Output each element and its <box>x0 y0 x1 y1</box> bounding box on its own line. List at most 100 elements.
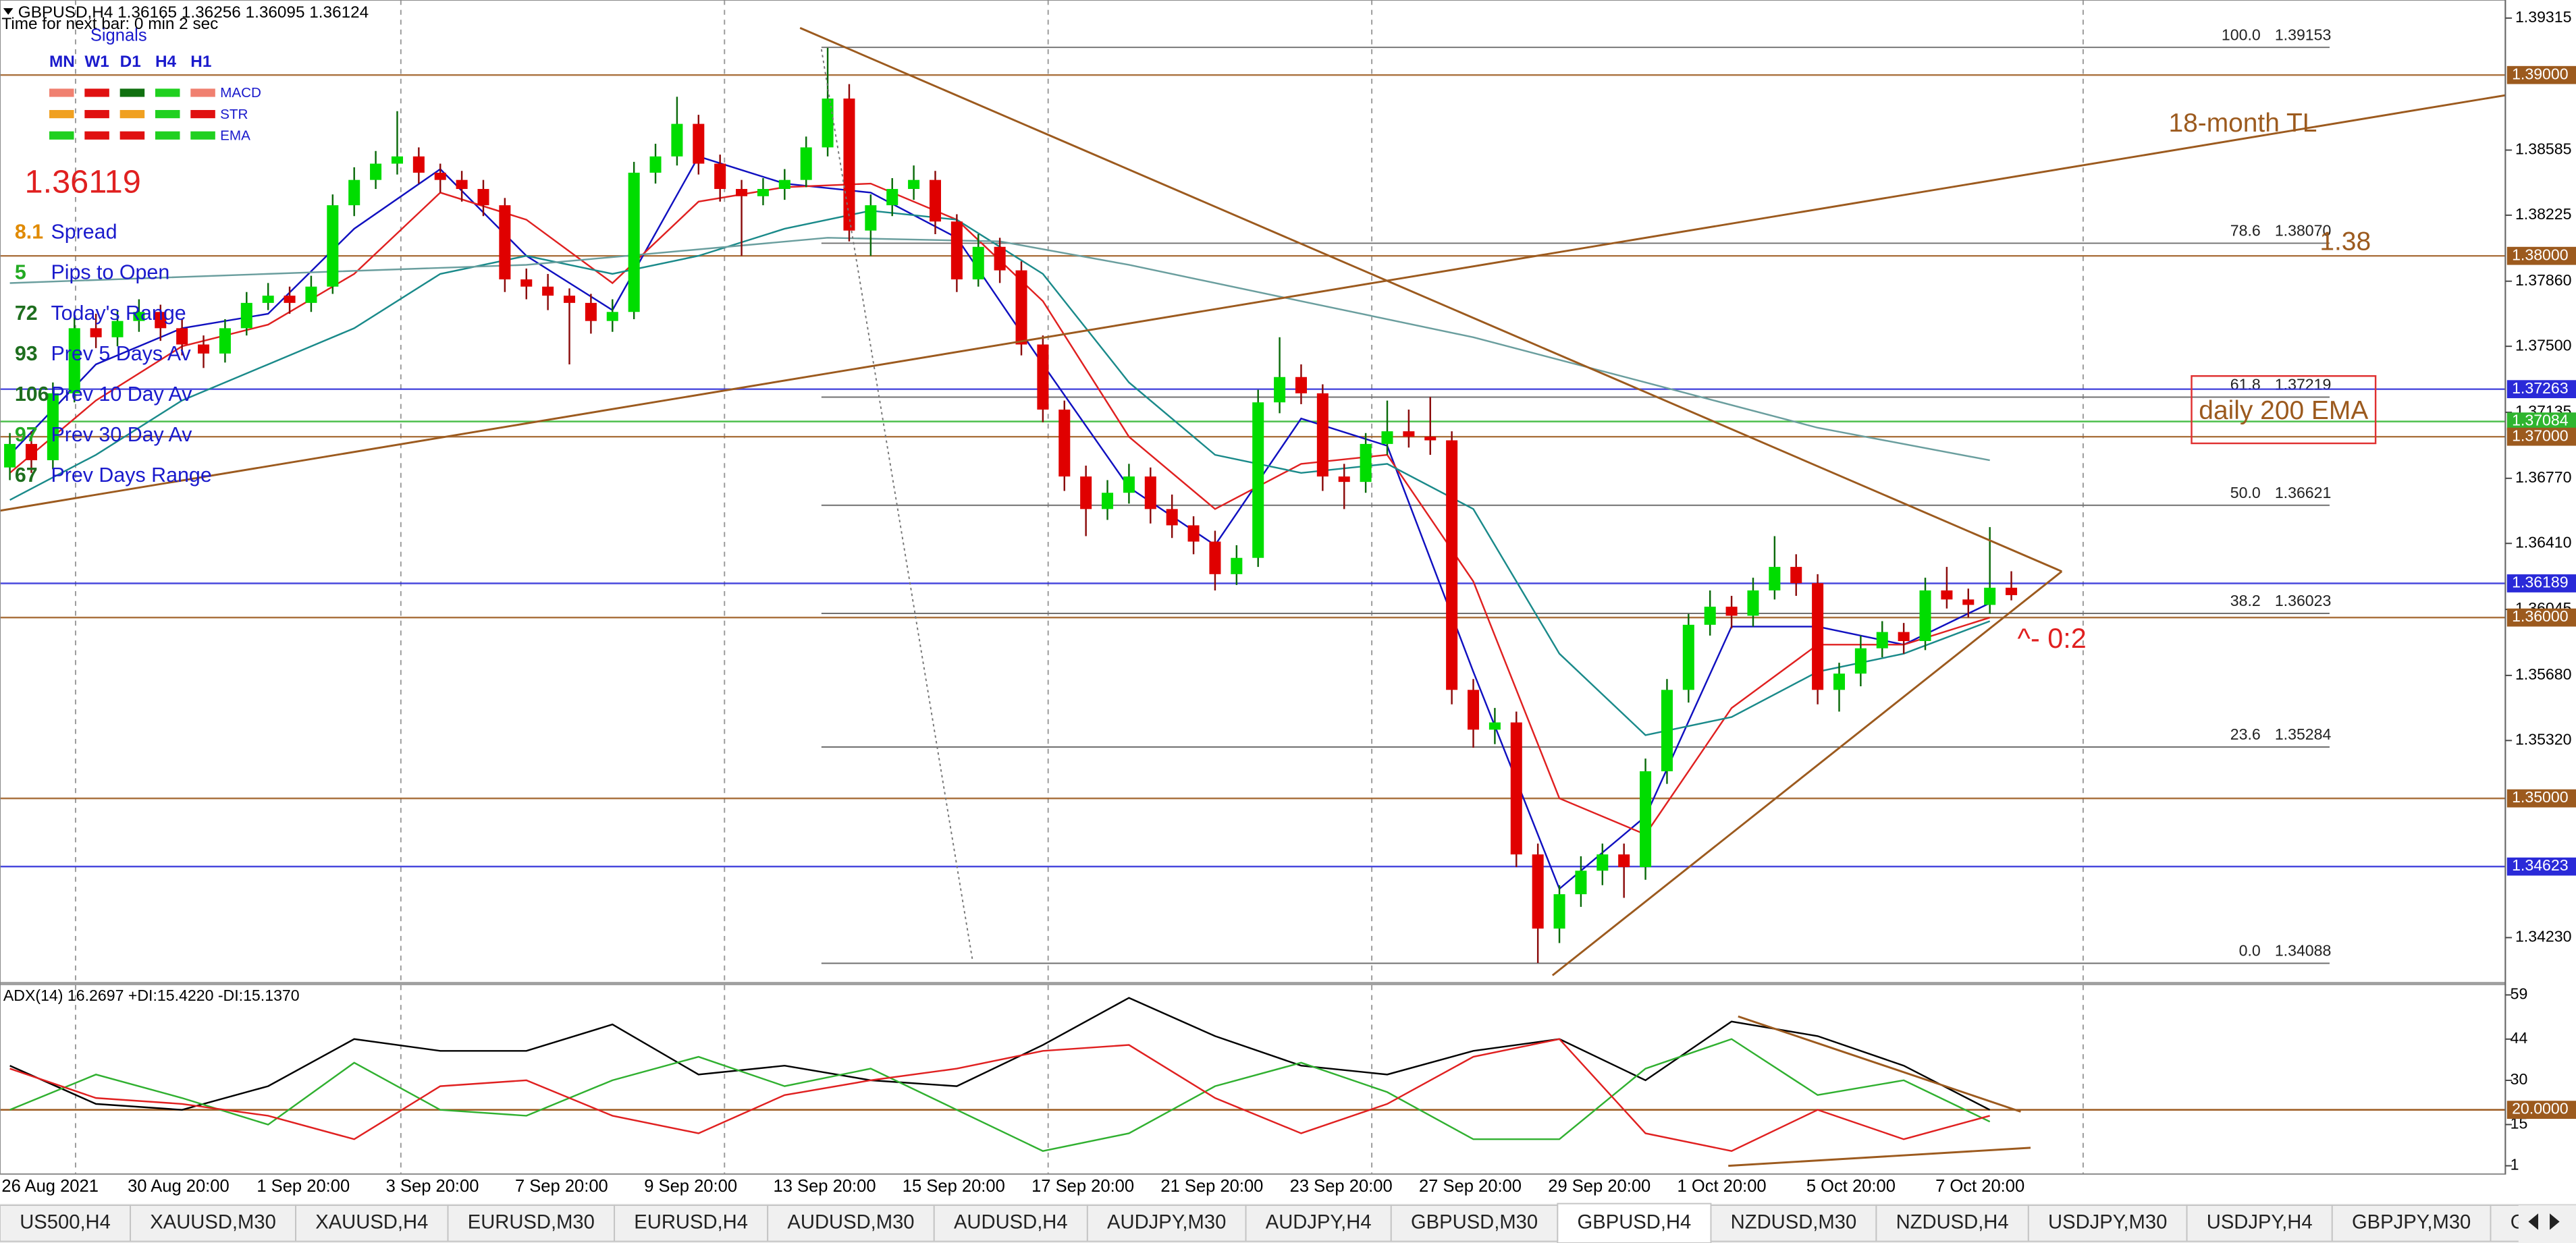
candle-body <box>822 99 834 148</box>
tab[interactable] <box>130 1205 297 1242</box>
tab[interactable] <box>447 1205 616 1242</box>
signal-name: MACD <box>220 85 261 101</box>
tab-label[interactable]: EURUSD,H4 <box>634 1212 748 1234</box>
y-tick-label: 59 <box>2511 985 2528 1002</box>
price-label: 1.37000 <box>2512 426 2569 444</box>
fib-ratio: 50.0 <box>2230 484 2261 501</box>
price-axis-bg <box>2506 0 2576 1204</box>
timeframe-label: H4 <box>155 53 177 71</box>
tab[interactable] <box>933 1205 1088 1242</box>
tab-label[interactable]: EURUSD,M30 <box>468 1212 595 1234</box>
candle-body <box>284 296 296 303</box>
tab-label[interactable]: USDJPY,M30 <box>2048 1212 2167 1234</box>
price-label-bg <box>2506 427 2576 446</box>
scroll-right[interactable] <box>2550 1213 2560 1230</box>
tab[interactable] <box>0 1205 132 1242</box>
tab[interactable] <box>767 1205 935 1242</box>
candle-body <box>950 221 963 280</box>
annotation: 18-month TL <box>2168 109 2317 138</box>
info-value: 106 <box>15 383 49 406</box>
candle-body <box>886 189 898 206</box>
trend-line <box>0 94 2506 512</box>
candle-body <box>1640 771 1652 867</box>
candle-body <box>1575 871 1587 895</box>
signal-cell <box>49 110 74 119</box>
tab[interactable] <box>2331 1205 2492 1242</box>
tab-label[interactable]: GBPUSD,M30 <box>1411 1212 1538 1234</box>
candle-body <box>456 179 468 190</box>
info-value: 5 <box>15 261 26 284</box>
candle-body <box>348 179 360 206</box>
tab-label[interactable]: AUDUSD,H4 <box>954 1212 1068 1234</box>
price-label: 1.36189 <box>2512 574 2569 591</box>
tab-label[interactable]: XAUUSD,H4 <box>315 1212 428 1234</box>
candle-body <box>1360 443 1372 482</box>
info-label: Spread <box>51 221 117 244</box>
x-tick-label: 27 Sep 20:00 <box>1419 1177 1522 1196</box>
candle-body <box>628 172 640 312</box>
tab-label[interactable]: GBPJPY,M30 <box>2352 1212 2471 1234</box>
info-label: Prev 30 Day Av <box>51 423 192 446</box>
signal-cell <box>119 110 145 119</box>
tab-label[interactable]: US500,H4 <box>20 1212 111 1234</box>
tab[interactable] <box>2186 1205 2333 1242</box>
candle-body <box>714 163 726 190</box>
tab-label[interactable]: XAUUSD,M30 <box>150 1212 276 1234</box>
info-panel: MN W1 D1 H4 H1 MACD STR EMA 8.1 Spread 5 Pips to Op… <box>15 53 261 487</box>
signal-cell <box>119 88 145 97</box>
info-value: 93 <box>15 342 38 365</box>
collapse-arrow <box>3 8 14 15</box>
tab[interactable] <box>1245 1205 1392 1242</box>
candle-body <box>1596 854 1609 871</box>
price-label: 1.36000 <box>2512 607 2569 625</box>
candle-body <box>370 163 382 180</box>
candle-body <box>1166 509 1178 526</box>
candle-body <box>1316 393 1329 477</box>
candle-body <box>4 443 16 468</box>
timeframe-label: MN <box>49 53 75 71</box>
tab-label[interactable]: NZDUSD,M30 <box>1731 1212 1857 1234</box>
candle-body <box>1532 854 1544 929</box>
candle-body <box>1510 722 1522 855</box>
tab-scroll <box>2518 1205 2576 1243</box>
tab-label[interactable]: AUDJPY,M30 <box>1107 1212 1226 1234</box>
tab-label[interactable]: NZDUSD,H4 <box>1896 1212 2009 1234</box>
tab-label[interactable]: GBPUSD,H4 <box>1578 1212 1692 1234</box>
candle-body <box>585 302 597 321</box>
y-tick-label: 1.37860 <box>2515 271 2572 289</box>
tab-label[interactable]: USDJPY,H4 <box>2207 1212 2313 1234</box>
tab[interactable] <box>1875 1205 2029 1242</box>
y-tick-label: 1 <box>2511 1156 2519 1173</box>
tab[interactable] <box>2027 1205 2188 1242</box>
x-tick-label: 30 Aug 20:00 <box>128 1177 230 1196</box>
candle-body <box>1661 690 1673 771</box>
x-tick-label: 9 Sep 20:00 <box>644 1177 737 1196</box>
level-label-bg <box>2506 1101 2576 1120</box>
candle-body <box>757 189 769 196</box>
tab[interactable] <box>614 1205 769 1242</box>
candle-body <box>1446 440 1458 690</box>
tab[interactable] <box>1710 1205 1877 1242</box>
candle-body <box>1919 590 1931 641</box>
candle-body <box>111 321 124 337</box>
symbol-tabs: US500,H4 XAUUSD,M30 XAUUSD,H4 EURUSD,M30 EUR… <box>0 1203 2576 1243</box>
candle-body <box>1381 431 1393 444</box>
candle-body <box>972 246 984 280</box>
candle-body <box>1123 476 1135 493</box>
candle-body <box>499 205 511 280</box>
candle-body <box>155 312 167 329</box>
price-label-bg <box>2506 574 2576 592</box>
tab-scroll-bg <box>2518 1205 2576 1243</box>
y-tick-label: 1.38585 <box>2515 140 2572 158</box>
annotation: 1.38 <box>2319 227 2371 256</box>
tab-label[interactable]: AUDJPY,H4 <box>1266 1212 1372 1234</box>
tab[interactable] <box>1557 1203 1712 1243</box>
candle-body <box>305 286 317 303</box>
candle-body <box>1295 377 1307 393</box>
price-label: 1.39000 <box>2512 65 2569 82</box>
x-tick-label: 5 Oct 20:00 <box>1806 1177 1896 1196</box>
candle-body <box>1769 567 1781 590</box>
tab-label[interactable]: AUDUSD,M30 <box>787 1212 914 1234</box>
scroll-left[interactable] <box>2528 1213 2539 1230</box>
